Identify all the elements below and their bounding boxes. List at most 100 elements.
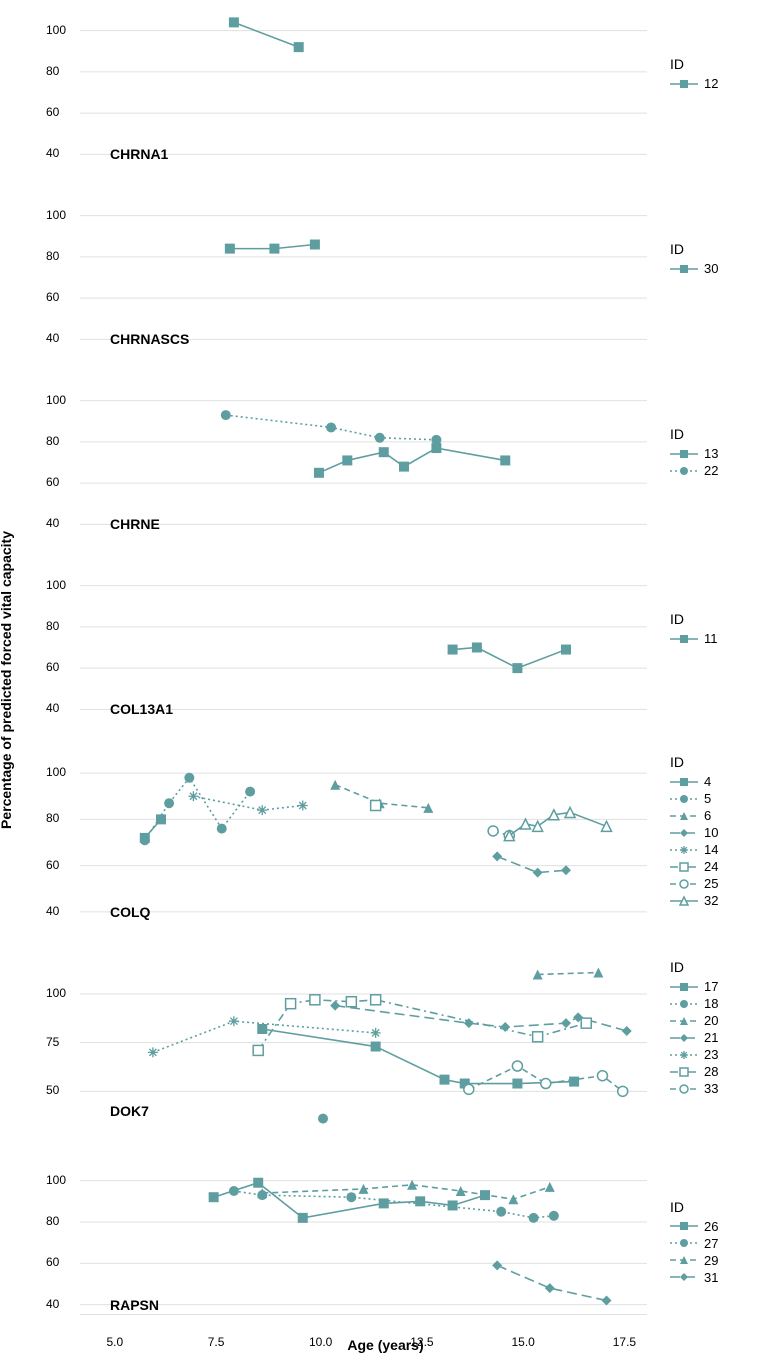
data-point: [257, 1024, 267, 1034]
y-axis-label: Percentage of predicted forced vital cap…: [0, 531, 14, 829]
legend-label: 28: [704, 1064, 718, 1079]
legend-swatch: [670, 1082, 698, 1096]
data-point: [375, 433, 385, 443]
data-point: [602, 821, 612, 831]
panel-chrna1: CHRNA1: [80, 10, 647, 175]
data-point: [496, 1207, 506, 1217]
data-point: [561, 865, 571, 875]
legend-swatch: [670, 1048, 698, 1062]
legend-label: 21: [704, 1030, 718, 1045]
y-tick-label: 40: [46, 701, 59, 715]
data-point: [156, 814, 166, 824]
legend-swatch: [670, 809, 698, 823]
data-point: [229, 1016, 239, 1026]
legend-label: 17: [704, 979, 718, 994]
legend-entry: 21: [670, 1030, 718, 1045]
legend-swatch: [670, 1065, 698, 1079]
data-point: [221, 410, 231, 420]
legend-swatch: [670, 860, 698, 874]
y-tick-label: 100: [46, 1173, 66, 1187]
legend-entry: 12: [670, 76, 718, 91]
legend-entry: 17: [670, 979, 718, 994]
panel-plot: [80, 565, 647, 730]
x-tick-label: 15.0: [512, 1335, 535, 1349]
panel-colq: COLQ: [80, 750, 647, 935]
data-point: [541, 1079, 551, 1089]
y-tick-label: 60: [46, 290, 59, 304]
data-point: [464, 1084, 474, 1094]
data-point: [318, 1114, 328, 1124]
data-point: [371, 1042, 381, 1052]
y-tick-label: 40: [46, 516, 59, 530]
legend-entry: 14: [670, 842, 718, 857]
legend-entry: 18: [670, 996, 718, 1011]
legend-label: 23: [704, 1047, 718, 1062]
data-point: [330, 1001, 340, 1011]
data-point: [492, 1260, 502, 1270]
y-tick-label: 80: [46, 64, 59, 78]
legend-label: 13: [704, 446, 718, 461]
data-point: [492, 851, 502, 861]
data-point: [545, 1283, 555, 1293]
x-tick-label: 12.5: [410, 1335, 433, 1349]
legend-swatch: [670, 775, 698, 789]
panel-plot: [80, 380, 647, 545]
data-point: [512, 1079, 522, 1089]
data-point: [188, 791, 198, 801]
data-point: [500, 455, 510, 465]
data-point: [371, 1028, 381, 1038]
y-tick-label: 100: [46, 23, 66, 37]
data-point: [314, 468, 324, 478]
x-tick-label: 17.5: [613, 1335, 636, 1349]
y-tick-label: 75: [46, 1035, 59, 1049]
legend-label: 14: [704, 842, 718, 857]
panel-chrnascs: CHRNASCS: [80, 195, 647, 360]
legend-swatch: [670, 980, 698, 994]
legend: ID11: [670, 611, 718, 648]
legend-label: 29: [704, 1253, 718, 1268]
data-point: [346, 1192, 356, 1202]
legend-entry: 28: [670, 1064, 718, 1079]
y-tick-label: 80: [46, 249, 59, 263]
legend-label: 18: [704, 996, 718, 1011]
legend: ID26272931: [670, 1199, 718, 1287]
data-point: [371, 995, 381, 1005]
panel-plot: [80, 750, 647, 935]
legend-entry: 22: [670, 463, 718, 478]
data-point: [508, 1194, 518, 1204]
y-tick-label: 60: [46, 105, 59, 119]
legend-swatch: [670, 447, 698, 461]
legend-swatch: [670, 826, 698, 840]
y-tick-label: 80: [46, 619, 59, 633]
panel-plot: [80, 10, 647, 175]
data-point: [253, 1178, 263, 1188]
y-tick-label: 100: [46, 208, 66, 222]
data-point: [286, 999, 296, 1009]
legend-entry: 29: [670, 1253, 718, 1268]
legend-entry: 23: [670, 1047, 718, 1062]
legend-swatch: [670, 1253, 698, 1267]
data-point: [326, 422, 336, 432]
data-point: [622, 1026, 632, 1036]
legend: ID1322: [670, 426, 718, 480]
y-tick-label: 40: [46, 146, 59, 160]
panel-chrne: CHRNE: [80, 380, 647, 545]
legend-swatch: [670, 262, 698, 276]
y-tick-label: 40: [46, 331, 59, 345]
data-point: [448, 645, 458, 655]
legend-label: 26: [704, 1219, 718, 1234]
legend-label: 4: [704, 774, 711, 789]
y-tick-label: 60: [46, 858, 59, 872]
y-tick-label: 50: [46, 1083, 59, 1097]
data-point: [399, 462, 409, 472]
data-point: [298, 801, 308, 811]
panel-col13a1: COL13A1: [80, 565, 647, 730]
x-tick-label: 5.0: [107, 1335, 124, 1349]
data-point: [597, 1071, 607, 1081]
data-point: [346, 997, 356, 1007]
legend-title: ID: [670, 241, 718, 257]
legend-entry: 33: [670, 1081, 718, 1096]
panel-dok7: DOK7: [80, 955, 647, 1140]
data-point: [593, 968, 603, 978]
legend-entry: 6: [670, 808, 718, 823]
